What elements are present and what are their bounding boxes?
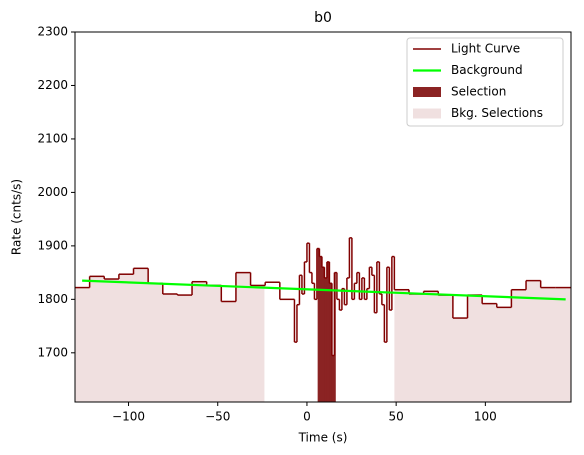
bkg-selection-fill xyxy=(408,293,424,402)
legend-label: Light Curve xyxy=(451,42,520,56)
x-tick-label: 50 xyxy=(389,410,404,424)
selection-fill xyxy=(317,248,320,402)
selection-fill xyxy=(329,283,333,402)
bkg-selection-fill xyxy=(496,307,512,402)
chart-title: b0 xyxy=(314,10,332,26)
legend-box xyxy=(406,37,564,127)
selection-fill xyxy=(326,261,330,402)
bkg-selection-fill xyxy=(133,268,149,402)
y-tick-label: 1800 xyxy=(37,292,68,306)
x-tick-label: 100 xyxy=(474,410,497,424)
bkg-selection-fill xyxy=(118,274,134,402)
bkg-selection-fill xyxy=(206,285,222,402)
bkg-selection-fill xyxy=(511,289,527,402)
selection-fill xyxy=(331,355,335,402)
bkg-selection-fill xyxy=(148,283,164,402)
legend-label: Background xyxy=(451,63,523,77)
y-tick-label: 1700 xyxy=(37,345,68,359)
bkg-selection-fill xyxy=(104,279,120,402)
x-tick-label: −100 xyxy=(112,410,145,424)
bkg-selection-fill xyxy=(467,295,483,402)
bkg-selection-fill xyxy=(89,276,105,402)
bkg-selection-fill xyxy=(235,272,251,402)
x-tick-label: 0 xyxy=(303,410,311,424)
bkg-selection-fill xyxy=(540,287,556,402)
legend-swatch xyxy=(413,87,441,97)
plot-frame xyxy=(74,31,572,403)
bkg-selection-fill xyxy=(423,291,439,402)
bkg-selection-fill xyxy=(555,287,572,402)
bkg-selection-fill xyxy=(221,301,237,402)
legend-swatch xyxy=(413,108,441,119)
bkg-selection-fill xyxy=(177,295,193,402)
bkg-selection-fill xyxy=(162,293,178,402)
y-tick-label: 1900 xyxy=(37,238,68,252)
legend-label: Bkg. Selections xyxy=(451,106,543,120)
bkg-selection-fill xyxy=(75,287,90,402)
y-tick-label: 2300 xyxy=(37,25,68,39)
y-tick-label: 2200 xyxy=(37,78,68,92)
bkg-selection-fill xyxy=(394,289,410,402)
selection-fill xyxy=(321,267,325,402)
selection-fill xyxy=(324,277,328,402)
bkg-selection-fill xyxy=(192,281,207,402)
y-tick-label: 2000 xyxy=(37,185,68,199)
bkg-selection-fill xyxy=(526,280,541,402)
bkg-selection-fill xyxy=(452,318,468,402)
y-tick-label: 2100 xyxy=(37,131,68,145)
x-tick-label: −50 xyxy=(205,410,230,424)
background-line xyxy=(82,279,566,301)
bkg-selection-fill xyxy=(482,303,498,402)
bkg-selection-fill xyxy=(438,295,454,402)
x-axis-label: Time (s) xyxy=(298,431,348,445)
y-axis-label: Rate (cnts/s) xyxy=(10,179,24,255)
selection-fill xyxy=(319,256,323,402)
legend-label: Selection xyxy=(451,85,506,99)
bkg-selection-fill xyxy=(250,285,265,402)
